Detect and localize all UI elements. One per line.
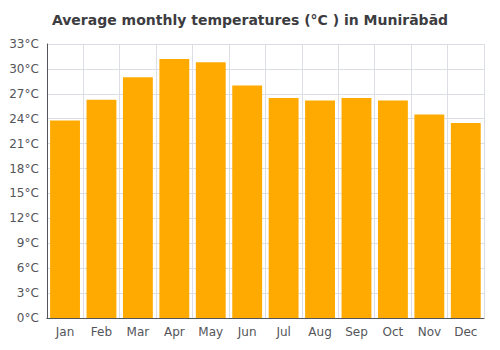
svg-text:Jun: Jun: [237, 325, 257, 339]
svg-text:Jan: Jan: [55, 325, 75, 339]
svg-text:Average monthly temperatures (: Average monthly temperatures (°C ) in Mu…: [52, 12, 448, 28]
svg-text:Apr: Apr: [164, 325, 185, 339]
svg-text:Aug: Aug: [308, 325, 331, 339]
svg-text:0°C: 0°C: [17, 311, 39, 325]
svg-text:15°C: 15°C: [9, 186, 39, 200]
svg-text:Sep: Sep: [345, 325, 368, 339]
svg-text:6°C: 6°C: [17, 261, 39, 275]
svg-text:May: May: [198, 325, 223, 339]
svg-text:Feb: Feb: [91, 325, 112, 339]
svg-text:Mar: Mar: [127, 325, 150, 339]
svg-text:18°C: 18°C: [9, 162, 39, 176]
svg-text:Nov: Nov: [418, 325, 441, 339]
svg-text:33°C: 33°C: [9, 37, 39, 51]
svg-text:21°C: 21°C: [9, 137, 39, 151]
svg-text:30°C: 30°C: [9, 62, 39, 76]
svg-text:27°C: 27°C: [9, 87, 39, 101]
svg-text:Dec: Dec: [454, 325, 477, 339]
svg-text:24°C: 24°C: [9, 112, 39, 126]
svg-text:12°C: 12°C: [9, 211, 39, 225]
svg-text:9°C: 9°C: [17, 236, 39, 250]
svg-text:3°C: 3°C: [17, 286, 39, 300]
svg-text:Oct: Oct: [383, 325, 404, 339]
svg-text:Jul: Jul: [275, 325, 290, 339]
